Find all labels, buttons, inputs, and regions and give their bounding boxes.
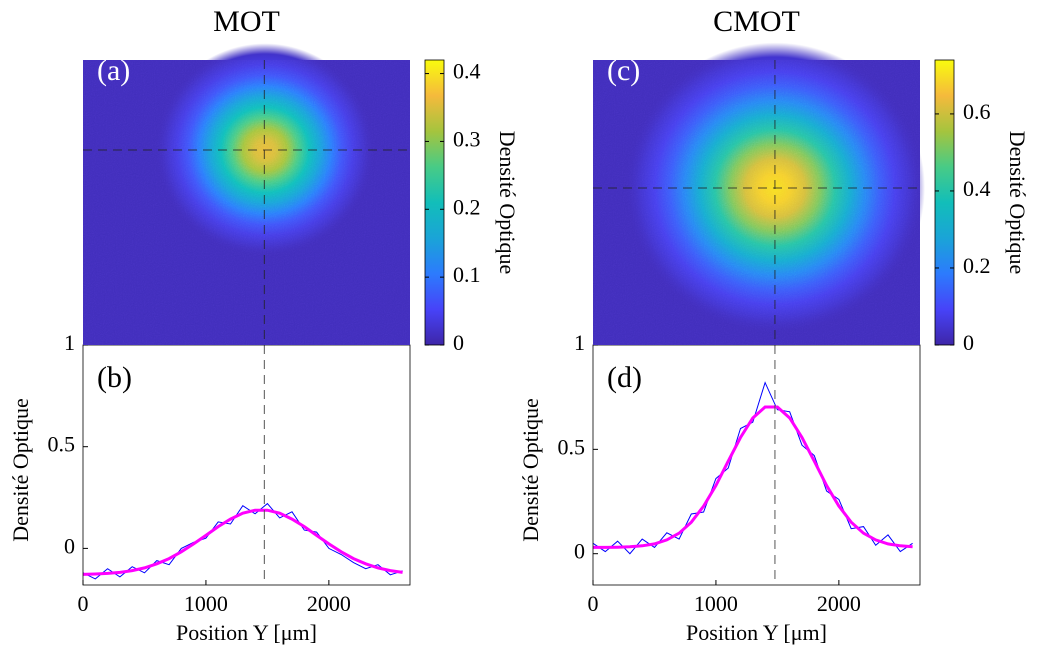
colorbar-tick-label: 0: [963, 330, 974, 355]
y-tick-label: 1: [64, 330, 75, 355]
colorbar-label: Densité Optique: [1005, 131, 1030, 275]
y-axis-label: Densité Optique: [8, 398, 33, 542]
fit-line: [593, 405, 913, 549]
panel-label: (b): [97, 361, 132, 394]
colorbar-label: Densité Optique: [495, 131, 520, 275]
x-tick-label: 2000: [307, 591, 351, 616]
x-tick-label: 1000: [184, 591, 228, 616]
colorbar-tick-label: 0: [453, 330, 464, 355]
colorbar-tick-label: 0.4: [963, 176, 991, 201]
colorbar: [934, 59, 955, 346]
image-noise: [593, 60, 920, 345]
x-tick-label: 0: [78, 591, 89, 616]
colorbar: [424, 59, 445, 346]
panel-title: MOT: [213, 5, 280, 38]
colorbar-tick-label: 0.2: [453, 194, 481, 219]
y-tick-label: 0.5: [48, 432, 76, 457]
colorbar-tick-label: 0.1: [453, 262, 481, 287]
x-axis-label: Position Y [μm]: [176, 620, 317, 645]
y-tick-label: 0.5: [558, 434, 586, 459]
colorbar-tick-label: 0.4: [453, 59, 481, 84]
x-tick-label: 1000: [694, 591, 738, 616]
x-tick-label: 2000: [817, 591, 861, 616]
colorbar-tick-label: 0.2: [963, 253, 991, 278]
x-axis-label: Position Y [μm]: [686, 620, 827, 645]
image-noise: [83, 60, 410, 345]
data-line: [592, 381, 913, 555]
plot-area: [593, 345, 920, 585]
colorbar-tick-label: 0.3: [453, 126, 481, 151]
y-tick-label: 0: [574, 539, 585, 564]
x-tick-label: 0: [588, 591, 599, 616]
colorbar-tick-label: 0.6: [963, 99, 991, 124]
y-tick-label: 0: [64, 533, 75, 558]
y-axis-label: Densité Optique: [518, 398, 543, 542]
y-tick-label: 1: [574, 330, 585, 355]
panel-label: (c): [607, 54, 640, 87]
panel-title: CMOT: [713, 5, 800, 38]
plot-area: [83, 345, 410, 585]
panel-label: (a): [97, 54, 130, 87]
panel-label: (d): [607, 361, 642, 394]
fit-line: [82, 508, 403, 576]
